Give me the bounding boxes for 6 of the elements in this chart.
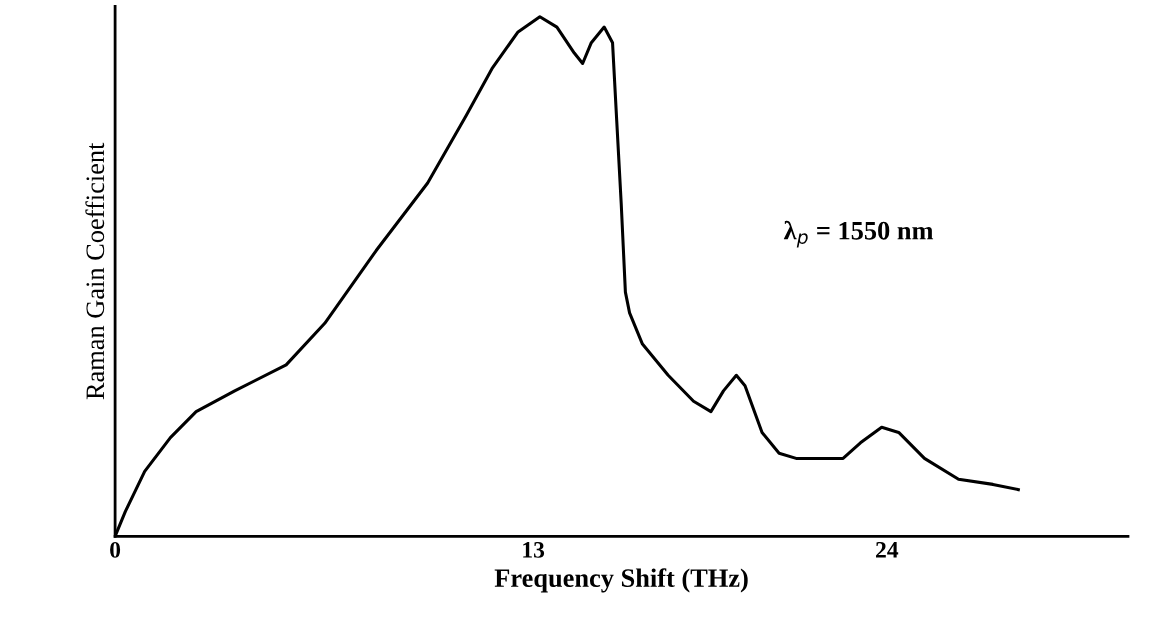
annotation: λ$_{p}$ = 1550 nm xyxy=(783,220,934,248)
x-tick-label: 0 xyxy=(110,541,121,558)
y-axis-title: Raman Gain Coefficient xyxy=(85,142,105,400)
x-tick-label: 13 xyxy=(523,541,545,558)
x-axis-title: Frequency Shift (THz) xyxy=(494,568,748,593)
x-tick-label: 24 xyxy=(876,541,899,558)
